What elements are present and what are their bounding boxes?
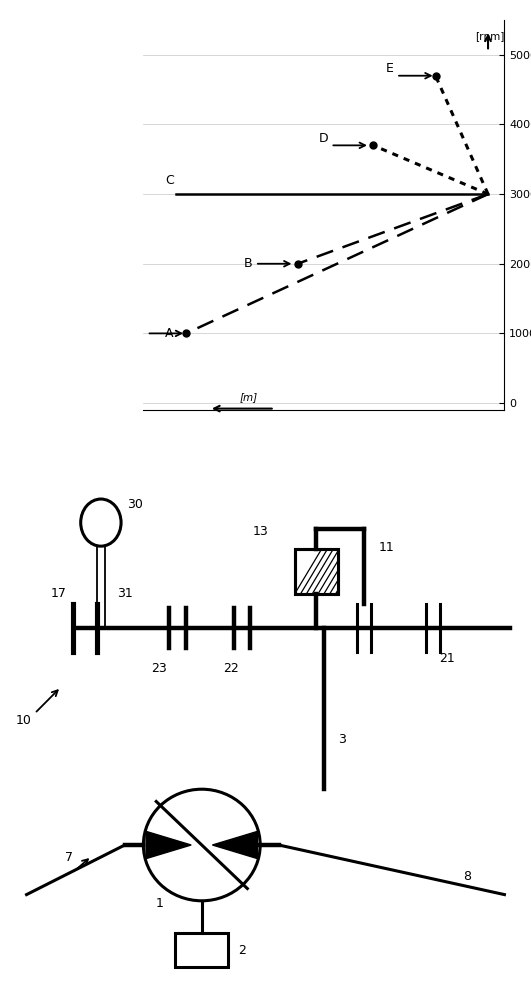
Text: A: A: [165, 327, 174, 340]
Text: 1: 1: [156, 897, 163, 910]
Text: 2: 2: [238, 944, 245, 957]
Text: 31: 31: [117, 587, 133, 600]
Text: 23: 23: [151, 662, 167, 675]
Bar: [295, 549, 338, 594]
Text: 7: 7: [65, 851, 73, 864]
Text: B: B: [244, 257, 253, 270]
Bar: [295, 549, 338, 594]
Polygon shape: [146, 831, 191, 859]
Text: 11: 11: [379, 541, 395, 554]
Text: D: D: [319, 132, 329, 145]
Text: 30: 30: [127, 497, 143, 510]
Text: [rpm]: [rpm]: [475, 32, 504, 42]
Text: 3: 3: [339, 733, 346, 746]
Text: 8: 8: [463, 869, 472, 882]
Polygon shape: [212, 831, 258, 859]
Bar: [175, 933, 228, 967]
Text: 22: 22: [223, 662, 239, 675]
Text: 17: 17: [50, 587, 66, 600]
Text: C: C: [165, 174, 174, 187]
Text: 21: 21: [439, 652, 455, 666]
Text: 13: 13: [252, 525, 268, 538]
Text: [m]: [m]: [239, 392, 258, 402]
Text: 10: 10: [16, 714, 32, 728]
Text: E: E: [386, 62, 393, 75]
